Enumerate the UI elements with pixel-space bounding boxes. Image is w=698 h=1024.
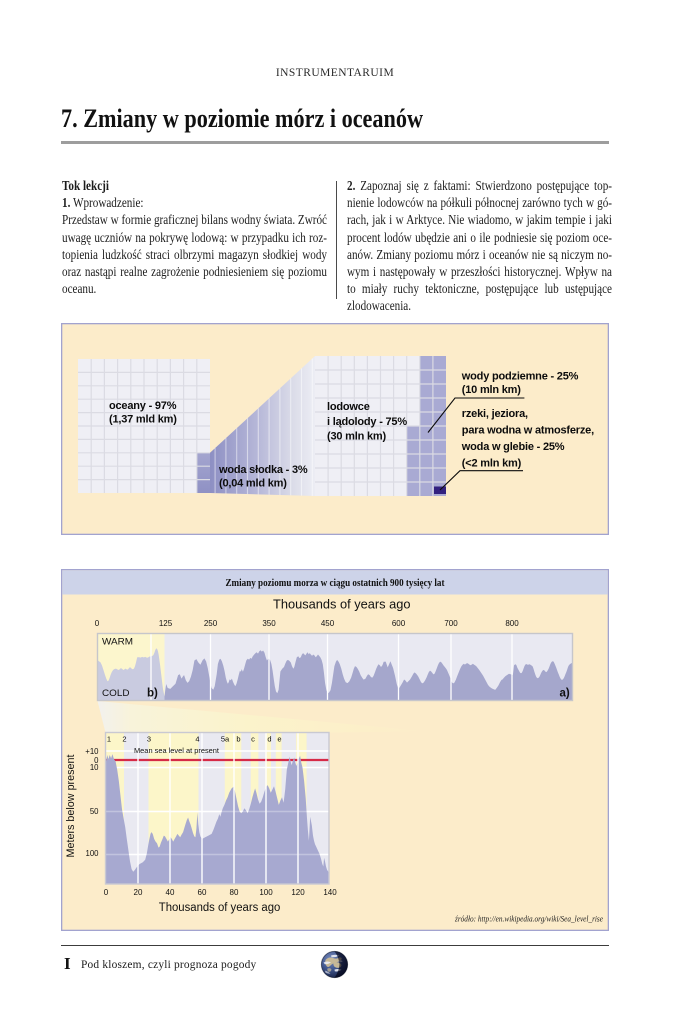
- svg-text:(30 mln km): (30 mln km): [327, 431, 386, 443]
- svg-text:50: 50: [90, 807, 99, 816]
- svg-text:(10 mln km): (10 mln km): [462, 384, 521, 396]
- svg-text:20: 20: [134, 888, 143, 897]
- svg-text:100: 100: [85, 849, 99, 858]
- svg-text:140: 140: [323, 888, 337, 897]
- svg-text:b: b: [236, 735, 240, 744]
- svg-text:rzeki, jeziora,: rzeki, jeziora,: [462, 408, 528, 420]
- svg-text:wody podziemne - 25%: wody podziemne - 25%: [461, 371, 579, 383]
- svg-text:0: 0: [95, 619, 100, 628]
- svg-text:125: 125: [159, 619, 173, 628]
- svg-text:Meters below present: Meters below present: [65, 754, 77, 858]
- svg-text:źródło: http://en.wikipedia.or: źródło: http://en.wikipedia.org/wiki/Sea…: [454, 914, 603, 924]
- svg-text:5a: 5a: [221, 735, 230, 744]
- svg-text:450: 450: [321, 619, 335, 628]
- svg-text:c: c: [251, 735, 255, 744]
- svg-text:600: 600: [392, 619, 406, 628]
- svg-text:350: 350: [262, 619, 276, 628]
- svg-text:(0,04 mld km): (0,04 mld km): [219, 478, 287, 490]
- svg-text:0: 0: [94, 756, 99, 765]
- svg-text:700: 700: [444, 619, 458, 628]
- svg-text:(1,37 mld km): (1,37 mld km): [109, 414, 177, 426]
- svg-text:Zmiany poziomu morza w ciągu o: Zmiany poziomu morza w ciągu ostatnich 9…: [226, 578, 446, 589]
- svg-text:60: 60: [198, 888, 207, 897]
- svg-text:lodowce: lodowce: [327, 401, 370, 413]
- svg-text:1: 1: [107, 735, 111, 744]
- svg-text:40: 40: [166, 888, 175, 897]
- svg-text:Mean sea level at present: Mean sea level at present: [134, 746, 219, 755]
- svg-text:250: 250: [204, 619, 218, 628]
- svg-text:+10: +10: [85, 747, 99, 756]
- svg-text:para wodna w atmosferze,: para wodna w atmosferze,: [462, 425, 594, 437]
- svg-text:WARM: WARM: [102, 637, 133, 648]
- svg-text:4: 4: [195, 735, 199, 744]
- svg-text:10: 10: [90, 763, 99, 772]
- svg-text:Thousands of years ago: Thousands of years ago: [159, 902, 280, 914]
- svg-text:80: 80: [230, 888, 239, 897]
- svg-text:oceany - 97%: oceany - 97%: [109, 400, 177, 412]
- svg-text:(<2 mln km): (<2 mln km): [462, 458, 522, 470]
- svg-text:0: 0: [104, 888, 109, 897]
- svg-text:100: 100: [259, 888, 273, 897]
- svg-text:3: 3: [147, 735, 151, 744]
- svg-text:120: 120: [291, 888, 305, 897]
- svg-text:2: 2: [122, 735, 126, 744]
- svg-text:i lądolody - 75%: i lądolody - 75%: [327, 416, 407, 428]
- svg-text:b): b): [147, 688, 158, 700]
- svg-text:800: 800: [505, 619, 519, 628]
- svg-text:woda w glebie - 25%: woda w glebie - 25%: [461, 441, 565, 453]
- svg-text:woda słodka - 3%: woda słodka - 3%: [218, 464, 308, 476]
- svg-text:e: e: [277, 735, 281, 744]
- svg-text:Thousands of years ago: Thousands of years ago: [273, 598, 411, 612]
- svg-text:COLD: COLD: [102, 688, 130, 699]
- svg-text:a): a): [560, 688, 570, 700]
- svg-text:d: d: [267, 735, 271, 744]
